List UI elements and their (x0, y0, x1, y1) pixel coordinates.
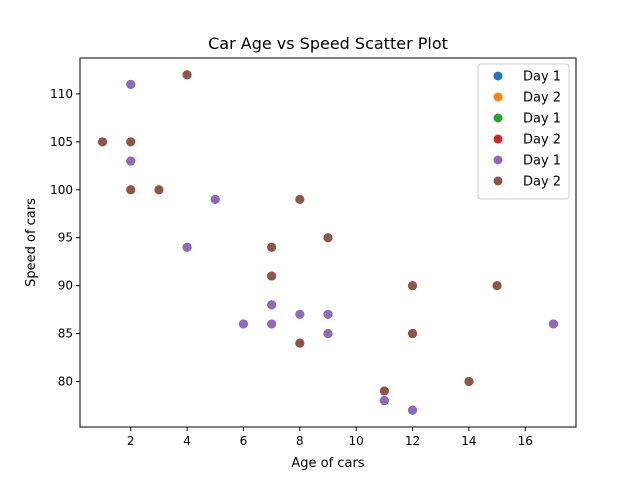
series-4-point-3 (267, 300, 277, 310)
series-5-point-10 (379, 386, 389, 396)
legend-label-5: Day 2 (523, 175, 561, 190)
y-tick-label-3: 95 (58, 231, 73, 245)
y-axis-label: Speed of cars (24, 198, 39, 287)
legend: Day 1 Day 2 Day 1 Day 2 Day 1 Day 2 (477, 63, 570, 200)
x-tick-label-3: 8 (296, 434, 304, 448)
x-tick-label-7: 16 (518, 434, 533, 448)
series-5-point-6 (408, 281, 418, 291)
y-tick-label-2: 90 (58, 279, 73, 293)
series-4-point-11 (323, 329, 333, 339)
series-4-point-9 (379, 396, 389, 406)
ticks-layer: 2 4 6 8 10 12 14 16 80 85 90 95 100 105 110 (50, 87, 533, 448)
series-5-point-5 (295, 194, 305, 204)
series-4-point-4 (126, 79, 136, 89)
series-5-point-12 (267, 271, 277, 281)
series-5-point-0 (126, 185, 136, 195)
legend-marker-3 (493, 134, 503, 144)
plot-frame (79, 57, 577, 428)
legend-label-3: Day 2 (523, 133, 561, 148)
series-5-point-13 (464, 376, 474, 386)
legend-marker-4 (493, 155, 503, 165)
legend-label-4: Day 1 (523, 154, 561, 169)
x-tick-label-6: 14 (461, 434, 476, 448)
x-tick-label-1: 4 (183, 434, 191, 448)
legend-marker-1 (493, 92, 503, 102)
x-tick-label-2: 6 (240, 434, 248, 448)
legend-marker-2 (493, 113, 503, 123)
series-5-point-9 (154, 185, 164, 195)
series-4-point-0 (210, 194, 220, 204)
series-4-point-1 (267, 319, 277, 329)
legend-marker-5 (493, 176, 503, 186)
y-tick-label-0: 80 (58, 374, 73, 388)
series-5-point-14 (408, 329, 418, 339)
x-tick-label-0: 2 (127, 434, 135, 448)
y-tick-label-5: 105 (50, 135, 73, 149)
points-layer (98, 70, 558, 415)
series-4-point-5 (548, 319, 558, 329)
series-5-point-8 (267, 242, 277, 252)
series-5-point-3 (98, 137, 108, 147)
series-5-point-1 (126, 137, 136, 147)
x-tick-label-4: 10 (349, 434, 364, 448)
series-5-point-11 (182, 70, 192, 80)
series-4-point-12 (238, 319, 248, 329)
legend-label-0: Day 1 (523, 70, 561, 85)
legend-marker-0 (493, 71, 503, 81)
series-5-point-4 (492, 281, 502, 291)
x-tick-label-5: 12 (405, 434, 420, 448)
series-4-point-10 (408, 405, 418, 415)
series-4-point-7 (323, 309, 333, 319)
series-4-point-6 (126, 156, 136, 166)
series-5-point-7 (323, 233, 333, 243)
y-tick-label-4: 100 (50, 183, 73, 197)
series-4-point-2 (295, 309, 305, 319)
series-4-point-8 (182, 242, 192, 252)
legend-label-1: Day 2 (523, 91, 561, 106)
x-axis-label: Age of cars (291, 456, 364, 471)
y-tick-label-6: 110 (50, 87, 73, 101)
chart-title: Car Age vs Speed Scatter Plot (208, 34, 448, 53)
legend-label-2: Day 1 (523, 112, 561, 127)
series-5-point-2 (295, 338, 305, 348)
y-tick-label-1: 85 (58, 327, 73, 341)
